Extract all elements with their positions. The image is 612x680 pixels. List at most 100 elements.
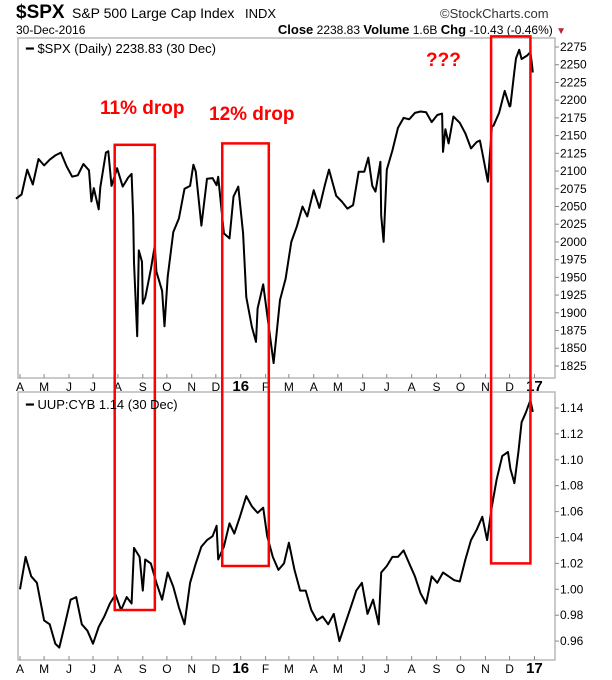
uup-xtick-label: N — [481, 662, 490, 676]
spx-xtick-label: F — [262, 380, 269, 394]
uup-xtick-label: F — [262, 662, 269, 676]
spx-ytick-label: 2175 — [560, 111, 587, 125]
uup-xtick-label: A — [16, 662, 24, 676]
uup-legend: ━ UUP:CYB 1.14 (30 Dec) — [26, 397, 178, 413]
spx-ytick-label: 1950 — [560, 270, 587, 284]
spx-ytick-label: 1925 — [560, 288, 587, 302]
uup-xtick-label: A — [310, 662, 318, 676]
uup-xtick-label: O — [456, 662, 465, 676]
spx-series-line — [15, 48, 534, 365]
spx-xtick-label: J — [90, 380, 96, 394]
close-value: 2238.83 — [316, 23, 361, 37]
spx-legend-text: $SPX (Daily) 2238.83 (30 Dec) — [37, 41, 216, 56]
uup-ytick-label: 1.08 — [560, 479, 584, 493]
annotation-box-1 — [113, 143, 157, 612]
spx-ytick-label: 2225 — [560, 75, 587, 89]
annotation-12pct-drop: 12% drop — [209, 104, 295, 125]
spx-xtick-label: A — [408, 380, 416, 394]
spx-ytick-label: 2050 — [560, 199, 587, 213]
uup-xtick-label: A — [114, 662, 122, 676]
chg-value: -10.43 (-0.46%) — [469, 23, 553, 37]
spx-xtick-label: M — [284, 380, 294, 394]
uup-xtick-label: N — [187, 662, 196, 676]
brand-logo: ©StockCharts.com — [440, 6, 549, 21]
spx-ytick-label: 2025 — [560, 217, 587, 231]
annotation-box-2 — [220, 142, 271, 568]
spx-ytick-label: 1875 — [560, 324, 587, 338]
uup-xtick-label: 17 — [526, 660, 543, 677]
uup-xtick-label: J — [384, 662, 390, 676]
spx-ytick-label: 2250 — [560, 58, 587, 72]
uup-xtick-label: M — [284, 662, 294, 676]
uup-series-line — [19, 399, 534, 649]
uup-xtick-label: 16 — [232, 660, 249, 677]
volume-value: 1.6B — [412, 23, 438, 37]
volume-label: Volume — [363, 22, 410, 37]
annotation-question: ??? — [426, 50, 461, 71]
quote-summary: Close 2238.83 Volume 1.6B Chg -10.43 (-0… — [278, 22, 566, 37]
uup-xtick-label: M — [39, 662, 49, 676]
exchange: INDX — [245, 6, 277, 21]
spx-xtick-label: O — [456, 380, 465, 394]
spx-ytick-label: 1975 — [560, 253, 587, 267]
uup-xtick-label: J — [90, 662, 96, 676]
uup-xtick-label: S — [433, 662, 441, 676]
uup-xtick-label: D — [505, 662, 514, 676]
legend-line-icon: ━ — [26, 397, 34, 412]
uup-xtick-label: A — [408, 662, 416, 676]
spx-xtick-label: 16 — [232, 378, 249, 395]
uup-ytick-label: 1.02 — [560, 556, 584, 570]
spx-ytick-label: 1825 — [560, 359, 587, 373]
uup-xtick-label: S — [139, 662, 147, 676]
spx-xtick-label: M — [333, 380, 343, 394]
spx-xtick-label: J — [360, 380, 366, 394]
annotation-box-3 — [489, 35, 532, 565]
spx-xtick-label: S — [139, 380, 147, 394]
uup-ytick-label: 1.14 — [560, 401, 584, 415]
spx-xtick-label: S — [433, 380, 441, 394]
spx-xtick-label: D — [211, 380, 220, 394]
uup-panel-frame — [17, 391, 556, 661]
uup-ytick-label: 1.10 — [560, 453, 584, 467]
uup-xtick-label: J — [360, 662, 366, 676]
spx-ytick-label: 2100 — [560, 164, 587, 178]
spx-ytick-label: 1850 — [560, 341, 587, 355]
spx-xtick-label: N — [481, 380, 490, 394]
spx-ytick-label: 2075 — [560, 182, 587, 196]
uup-ytick-label: 1.12 — [560, 427, 584, 441]
uup-legend-text: UUP:CYB 1.14 (30 Dec) — [37, 397, 178, 412]
uup-xtick-label: M — [333, 662, 343, 676]
uup-ytick-label: 1.06 — [560, 505, 584, 519]
close-label: Close — [277, 22, 314, 37]
triangle-down-icon: ▼ — [556, 26, 566, 37]
uup-xtick-label: D — [211, 662, 220, 676]
spx-xtick-label: A — [310, 380, 318, 394]
spx-xtick-label: O — [162, 380, 171, 394]
symbol: $SPX — [16, 2, 65, 23]
spx-xtick-label: M — [39, 380, 49, 394]
spx-xtick-label: J — [66, 380, 72, 394]
legend-line-icon: ━ — [26, 41, 34, 56]
spx-ytick-label: 2275 — [560, 40, 587, 54]
uup-xtick-label: O — [162, 662, 171, 676]
spx-xtick-label: N — [187, 380, 196, 394]
spx-legend: ━ $SPX (Daily) 2238.83 (30 Dec) — [26, 41, 216, 57]
uup-xtick-label: J — [66, 662, 72, 676]
annotation-11pct-drop: 11% drop — [100, 98, 185, 119]
spx-panel-frame — [17, 37, 556, 379]
spx-ytick-label: 2125 — [560, 146, 587, 160]
index-name: S&P 500 Large Cap Index — [72, 5, 235, 21]
spx-xtick-label: D — [505, 380, 514, 394]
uup-ytick-label: 0.96 — [560, 634, 584, 648]
spx-xtick-label: A — [114, 380, 122, 394]
spx-xtick-label: A — [16, 380, 24, 394]
uup-ytick-label: 1.00 — [560, 582, 584, 596]
spx-ytick-label: 2200 — [560, 93, 587, 107]
spx-ytick-label: 2000 — [560, 235, 587, 249]
uup-ytick-label: 0.98 — [560, 608, 584, 622]
uup-ytick-label: 1.04 — [560, 531, 584, 545]
chg-label: Chg — [440, 22, 467, 37]
spx-xtick-label: J — [384, 380, 390, 394]
